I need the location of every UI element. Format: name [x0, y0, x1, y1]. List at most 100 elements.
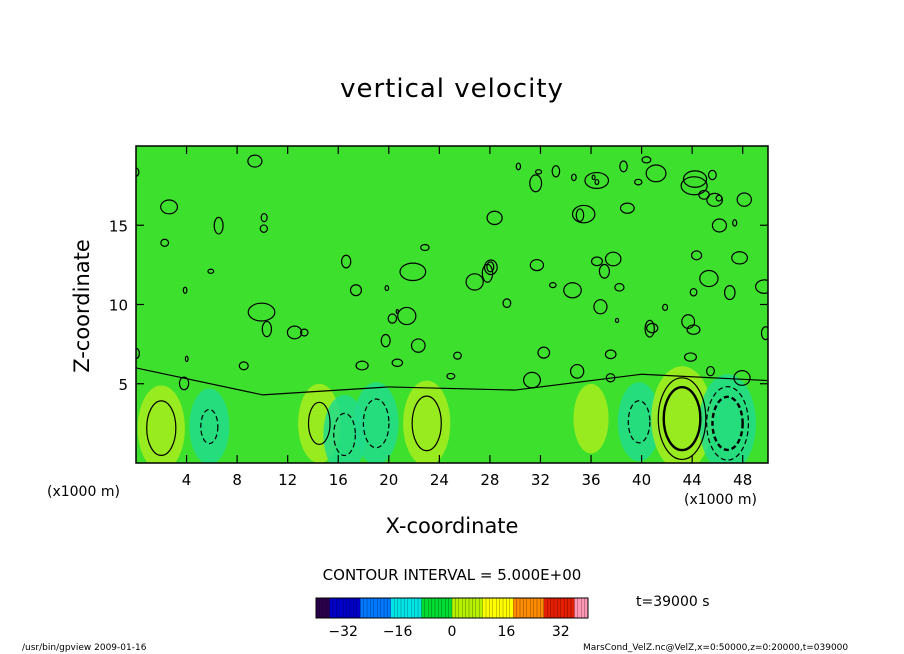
field-anomaly — [403, 380, 451, 463]
colorbar-cell — [421, 598, 426, 618]
zero-contour — [483, 259, 498, 276]
colorbar-cell — [533, 598, 538, 618]
y-axis-ticks: 5 10 15 — [109, 217, 768, 394]
colorbar-cell — [424, 598, 429, 618]
y-tick-label: 5 — [118, 376, 128, 394]
colorbar-cell — [329, 598, 334, 618]
colorbar-cell — [435, 598, 439, 618]
colorbar-cell — [543, 598, 548, 618]
zero-contour — [349, 284, 363, 297]
zero-contour — [690, 250, 703, 261]
zero-contour — [699, 269, 719, 288]
colorbar-cell — [581, 598, 586, 618]
zero-contour — [397, 306, 417, 326]
colorbar-cell — [411, 598, 416, 618]
colorbar-cell — [387, 598, 392, 618]
zero-contour — [706, 365, 715, 377]
zero-contour — [641, 373, 768, 382]
colorbar-cell — [560, 598, 565, 618]
field-anomaly — [353, 382, 399, 463]
colorbar-cell — [441, 598, 446, 618]
colorbar-cell — [469, 598, 473, 618]
colorbar-cell — [482, 598, 487, 618]
colorbar-cell — [384, 598, 388, 618]
zero-contour — [689, 287, 698, 297]
x-tick-label: 44 — [683, 471, 702, 489]
zero-contour — [698, 189, 710, 200]
zero-contour — [755, 279, 768, 294]
colorbar-cell — [496, 598, 501, 618]
zero-contour — [260, 212, 268, 223]
colorbar-cell — [530, 598, 535, 618]
colorbar-tick-label: 0 — [448, 624, 457, 640]
colorbar-cell — [346, 598, 351, 618]
colorbar-cell — [360, 598, 365, 618]
colorbar-cell — [438, 598, 443, 618]
zero-contour — [136, 348, 140, 359]
colorbar-cell — [326, 598, 331, 618]
colorbar-cell — [506, 598, 511, 618]
contour-line — [706, 386, 750, 461]
zero-contour — [604, 349, 617, 360]
zero-contour — [446, 372, 456, 380]
colorbar-cell — [431, 598, 436, 618]
y-tick-label: 15 — [109, 217, 128, 235]
zero-contour — [711, 218, 728, 233]
zero-contour — [247, 302, 276, 322]
time-label: t=39000 s — [636, 594, 710, 610]
contour-line — [711, 395, 744, 452]
contour-line — [662, 385, 702, 452]
zero-contour — [644, 319, 655, 338]
colorbar-cell — [356, 598, 361, 618]
colorbar-cell — [319, 598, 324, 618]
zero-contour — [571, 173, 577, 182]
zero-contour — [399, 262, 427, 282]
colorbar-cell — [353, 598, 358, 618]
zero-contour — [262, 386, 389, 396]
zero-contour — [594, 178, 600, 186]
zero-contour — [707, 169, 717, 181]
zero-contour — [160, 199, 179, 215]
zero-contour — [160, 238, 170, 247]
contour-line — [333, 412, 356, 457]
colorbar-cell — [523, 598, 528, 618]
colorbar-cell — [336, 598, 341, 618]
zero-contour — [534, 169, 543, 175]
zero-contour — [732, 219, 738, 227]
x-tick-label: 28 — [480, 471, 499, 489]
x-tick-label: 4 — [182, 471, 192, 489]
contour-line — [657, 377, 707, 461]
zero-contour — [680, 176, 708, 196]
colorbar-cell — [486, 598, 490, 618]
colorbar-cell — [448, 598, 453, 618]
zero-contour — [537, 346, 551, 359]
x-tick-label: 12 — [278, 471, 297, 489]
zero-contour — [591, 174, 596, 181]
zero-contour — [465, 273, 484, 291]
colorbar-cell — [407, 598, 412, 618]
zero-contour — [645, 164, 667, 183]
colorbar-cell — [550, 598, 555, 618]
colorbar-cell — [479, 598, 484, 618]
zero-contour — [395, 308, 399, 315]
colorbar-cell — [394, 598, 399, 618]
zero-contour — [723, 285, 736, 301]
zero-contour — [706, 192, 724, 207]
colorbar-cell — [350, 598, 354, 618]
chart-title: vertical velocity — [340, 74, 564, 104]
colorbar-cell — [428, 598, 433, 618]
colorbar-cell — [377, 598, 382, 618]
zero-contour — [646, 322, 659, 334]
colorbar-cell — [516, 598, 521, 618]
zero-contour — [760, 326, 768, 341]
contour-line — [146, 400, 177, 457]
field-anomaly — [617, 382, 661, 462]
zero-contour — [736, 192, 752, 207]
colorbar-cell — [499, 598, 504, 618]
colorbar-cell — [564, 598, 569, 618]
zero-contour — [391, 358, 404, 367]
colorbar-cell — [520, 598, 524, 618]
contour-line — [307, 401, 331, 446]
zero-contour — [571, 204, 596, 224]
colorbar-cell — [414, 598, 419, 618]
